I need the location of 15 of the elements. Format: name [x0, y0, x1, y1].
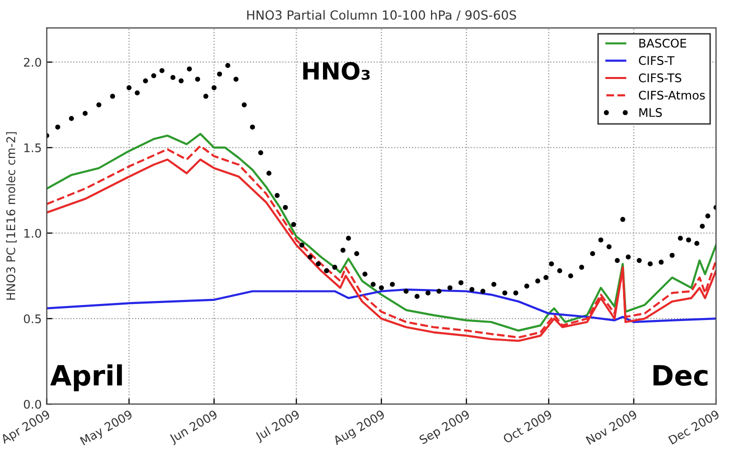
legend-label: MLS	[639, 108, 662, 117]
legend-label: BASCOE	[639, 38, 686, 48]
y-tick-label: 2.0	[24, 58, 42, 67]
legend-label: CIFS-TS	[638, 73, 682, 82]
annotation: April	[50, 364, 122, 392]
annotation: Dec	[654, 365, 708, 386]
y-tick-label: 0.5	[24, 314, 41, 324]
y-tick-label: 0.0	[24, 400, 42, 409]
y-axis-title: HNO3 PC [1E16 molec cm-2]	[6, 132, 17, 300]
legend-label: CIFS-Atmos	[638, 90, 705, 100]
annotation: HNO₃	[303, 62, 370, 80]
chart-title: HNO3 Partial Column 10-100 hPa / 90S-60S	[247, 10, 516, 21]
y-tick-label: 1.5	[24, 143, 41, 152]
y-tick-label: 1.0	[24, 228, 42, 238]
legend-label: CIFS-T	[638, 56, 674, 65]
